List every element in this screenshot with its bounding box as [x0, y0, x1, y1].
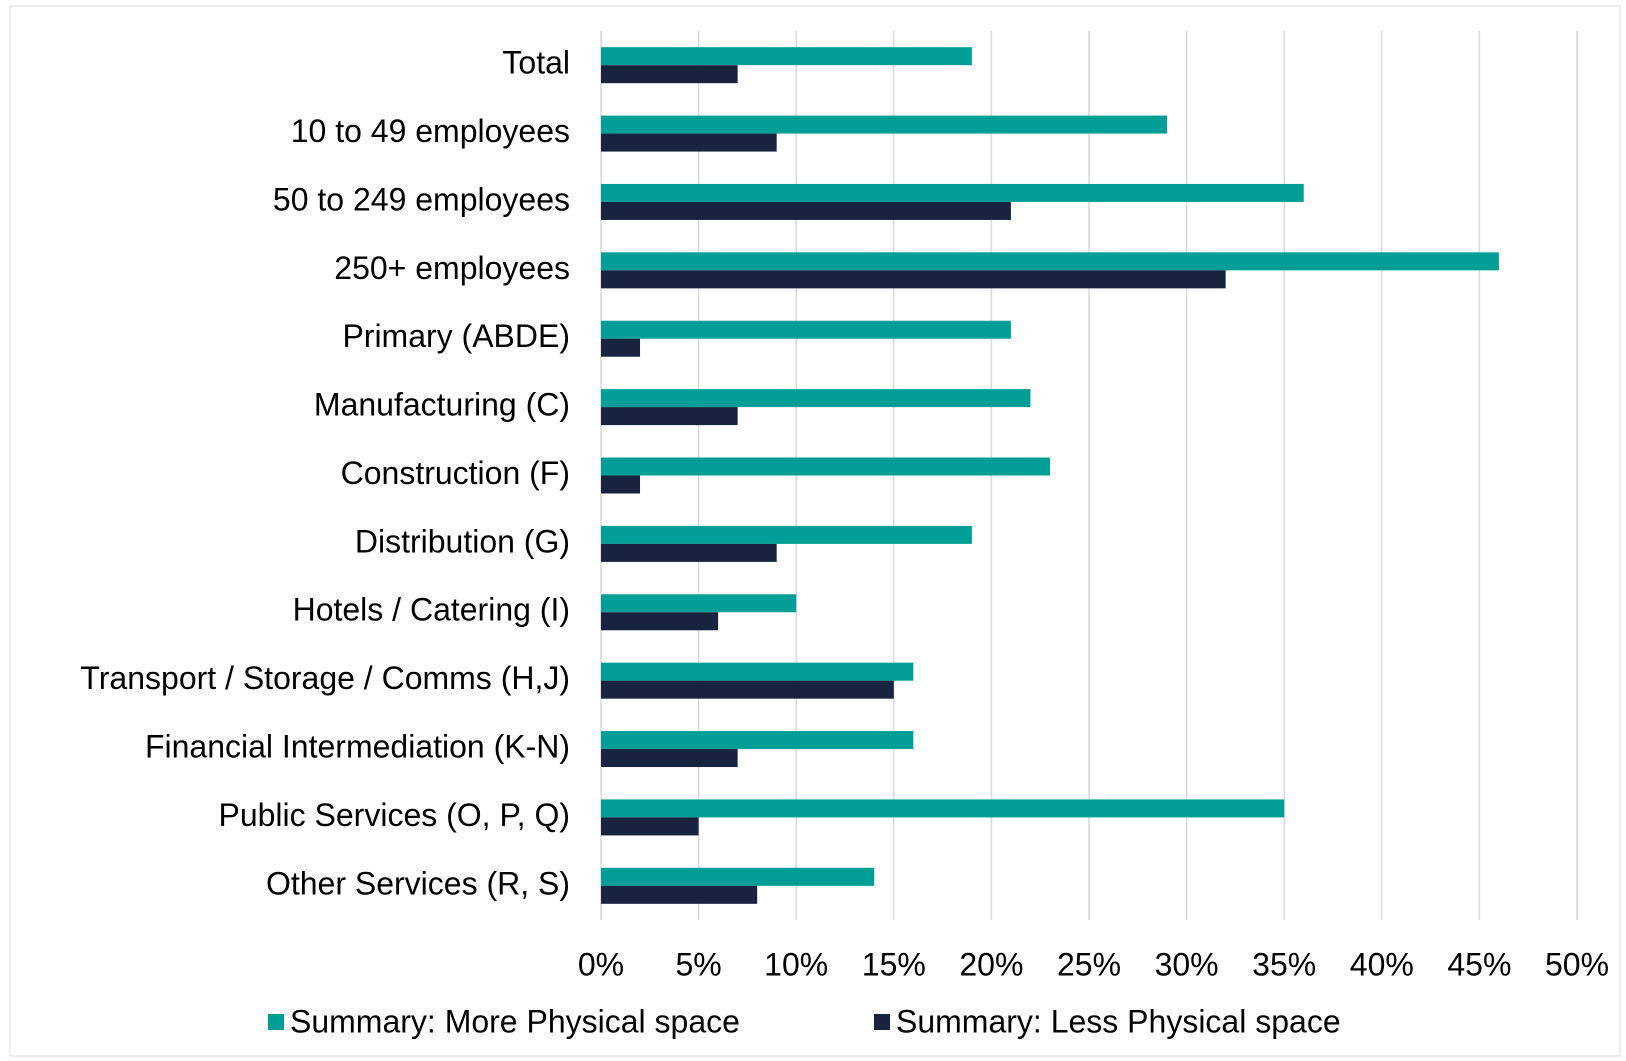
bar [601, 115, 1168, 134]
bar [601, 662, 914, 681]
x-tick-label: 50% [1545, 946, 1609, 982]
y-tick-label: Other Services (R, S) [266, 865, 570, 901]
y-tick-label: 50 to 249 employees [273, 181, 570, 217]
y-tick-label: Distribution (G) [355, 523, 570, 559]
x-tick-label: 45% [1447, 946, 1511, 982]
bar [601, 201, 1011, 220]
bar [601, 612, 719, 631]
x-tick-label: 30% [1155, 946, 1219, 982]
x-tick-label: 5% [675, 946, 721, 982]
x-tick-label: 40% [1350, 946, 1414, 982]
bar [601, 320, 1011, 339]
bar [601, 885, 758, 904]
legend-swatch [874, 1014, 890, 1030]
bar [601, 525, 972, 544]
bar [601, 270, 1226, 289]
y-tick-label: 250+ employees [334, 250, 570, 286]
y-tick-label: Hotels / Catering (I) [293, 592, 570, 628]
bar [601, 457, 1050, 476]
bar [601, 475, 641, 494]
chart-border [9, 5, 1621, 1057]
legend-label: Summary: Less Physical space [896, 1003, 1341, 1039]
legend-swatch [268, 1014, 284, 1030]
bar [601, 183, 1304, 202]
x-tick-label: 25% [1057, 946, 1121, 982]
bar [601, 799, 1285, 818]
x-tick-label: 35% [1252, 946, 1316, 982]
x-tick-label: 0% [578, 946, 624, 982]
y-tick-label: Manufacturing (C) [314, 387, 570, 423]
bar [601, 817, 699, 836]
x-tick-label: 20% [959, 946, 1023, 982]
x-tick-label: 10% [764, 946, 828, 982]
y-tick-label: Public Services (O, P, Q) [218, 797, 570, 833]
y-tick-label: Transport / Storage / Comms (H,J) [80, 660, 570, 696]
bar [601, 389, 1031, 408]
bar [601, 543, 777, 562]
bar [601, 47, 972, 66]
y-tick-label: Construction (F) [341, 455, 570, 491]
legend-label: Summary: More Physical space [290, 1003, 740, 1039]
bar [601, 731, 914, 750]
bar [601, 133, 777, 152]
bar [601, 594, 797, 613]
y-tick-label: Total [502, 45, 570, 81]
y-tick-label: 10 to 49 employees [291, 113, 570, 149]
x-tick-label: 15% [862, 946, 926, 982]
bar [601, 252, 1499, 271]
bar [601, 749, 738, 768]
bar [601, 338, 641, 357]
y-tick-label: Financial Intermediation (K-N) [145, 728, 570, 764]
y-tick-label: Primary (ABDE) [342, 318, 570, 354]
bar [601, 65, 738, 84]
bar [601, 867, 875, 886]
bar [601, 407, 738, 426]
bar [601, 680, 894, 699]
